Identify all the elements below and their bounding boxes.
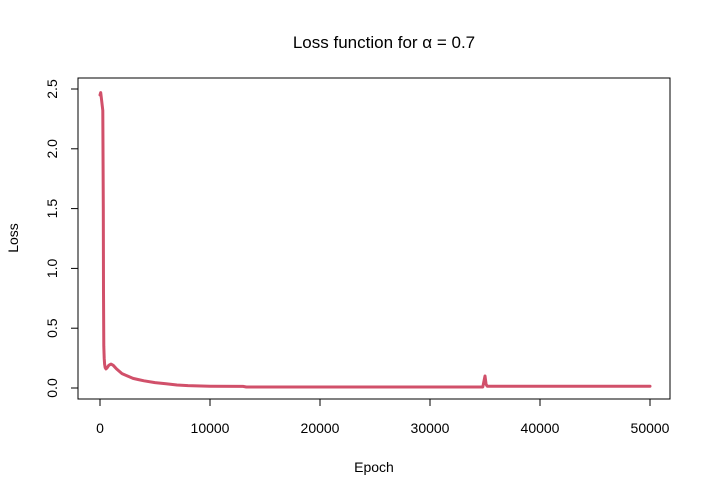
x-tick-label: 20000: [301, 420, 340, 436]
y-tick-label: 0.0: [44, 378, 60, 398]
plot-frame: [77, 77, 671, 400]
x-tick-label: 30000: [411, 420, 450, 436]
y-tick-label: 2.0: [44, 139, 60, 159]
series-layer: [98, 91, 652, 389]
y-axis: 0.0 0.5 1.0 1.5 2.0 2.5: [44, 79, 79, 398]
x-tick-label: 40000: [521, 420, 560, 436]
x-axis: 0 10000 20000 30000 40000 50000: [96, 398, 670, 436]
y-tick-label: 2.5: [44, 79, 60, 99]
x-axis-label: Epoch: [354, 459, 394, 475]
x-tick-label: 0: [96, 420, 104, 436]
y-axis-label: Loss: [5, 223, 21, 253]
y-tick-label: 0.5: [44, 318, 60, 338]
loss-series-line: [98, 91, 652, 389]
chart-title: Loss function for α = 0.7: [293, 33, 475, 52]
x-tick-label: 50000: [631, 420, 670, 436]
y-tick-label: 1.0: [44, 258, 60, 278]
x-tick-label: 10000: [191, 420, 230, 436]
y-tick-label: 1.5: [44, 199, 60, 219]
